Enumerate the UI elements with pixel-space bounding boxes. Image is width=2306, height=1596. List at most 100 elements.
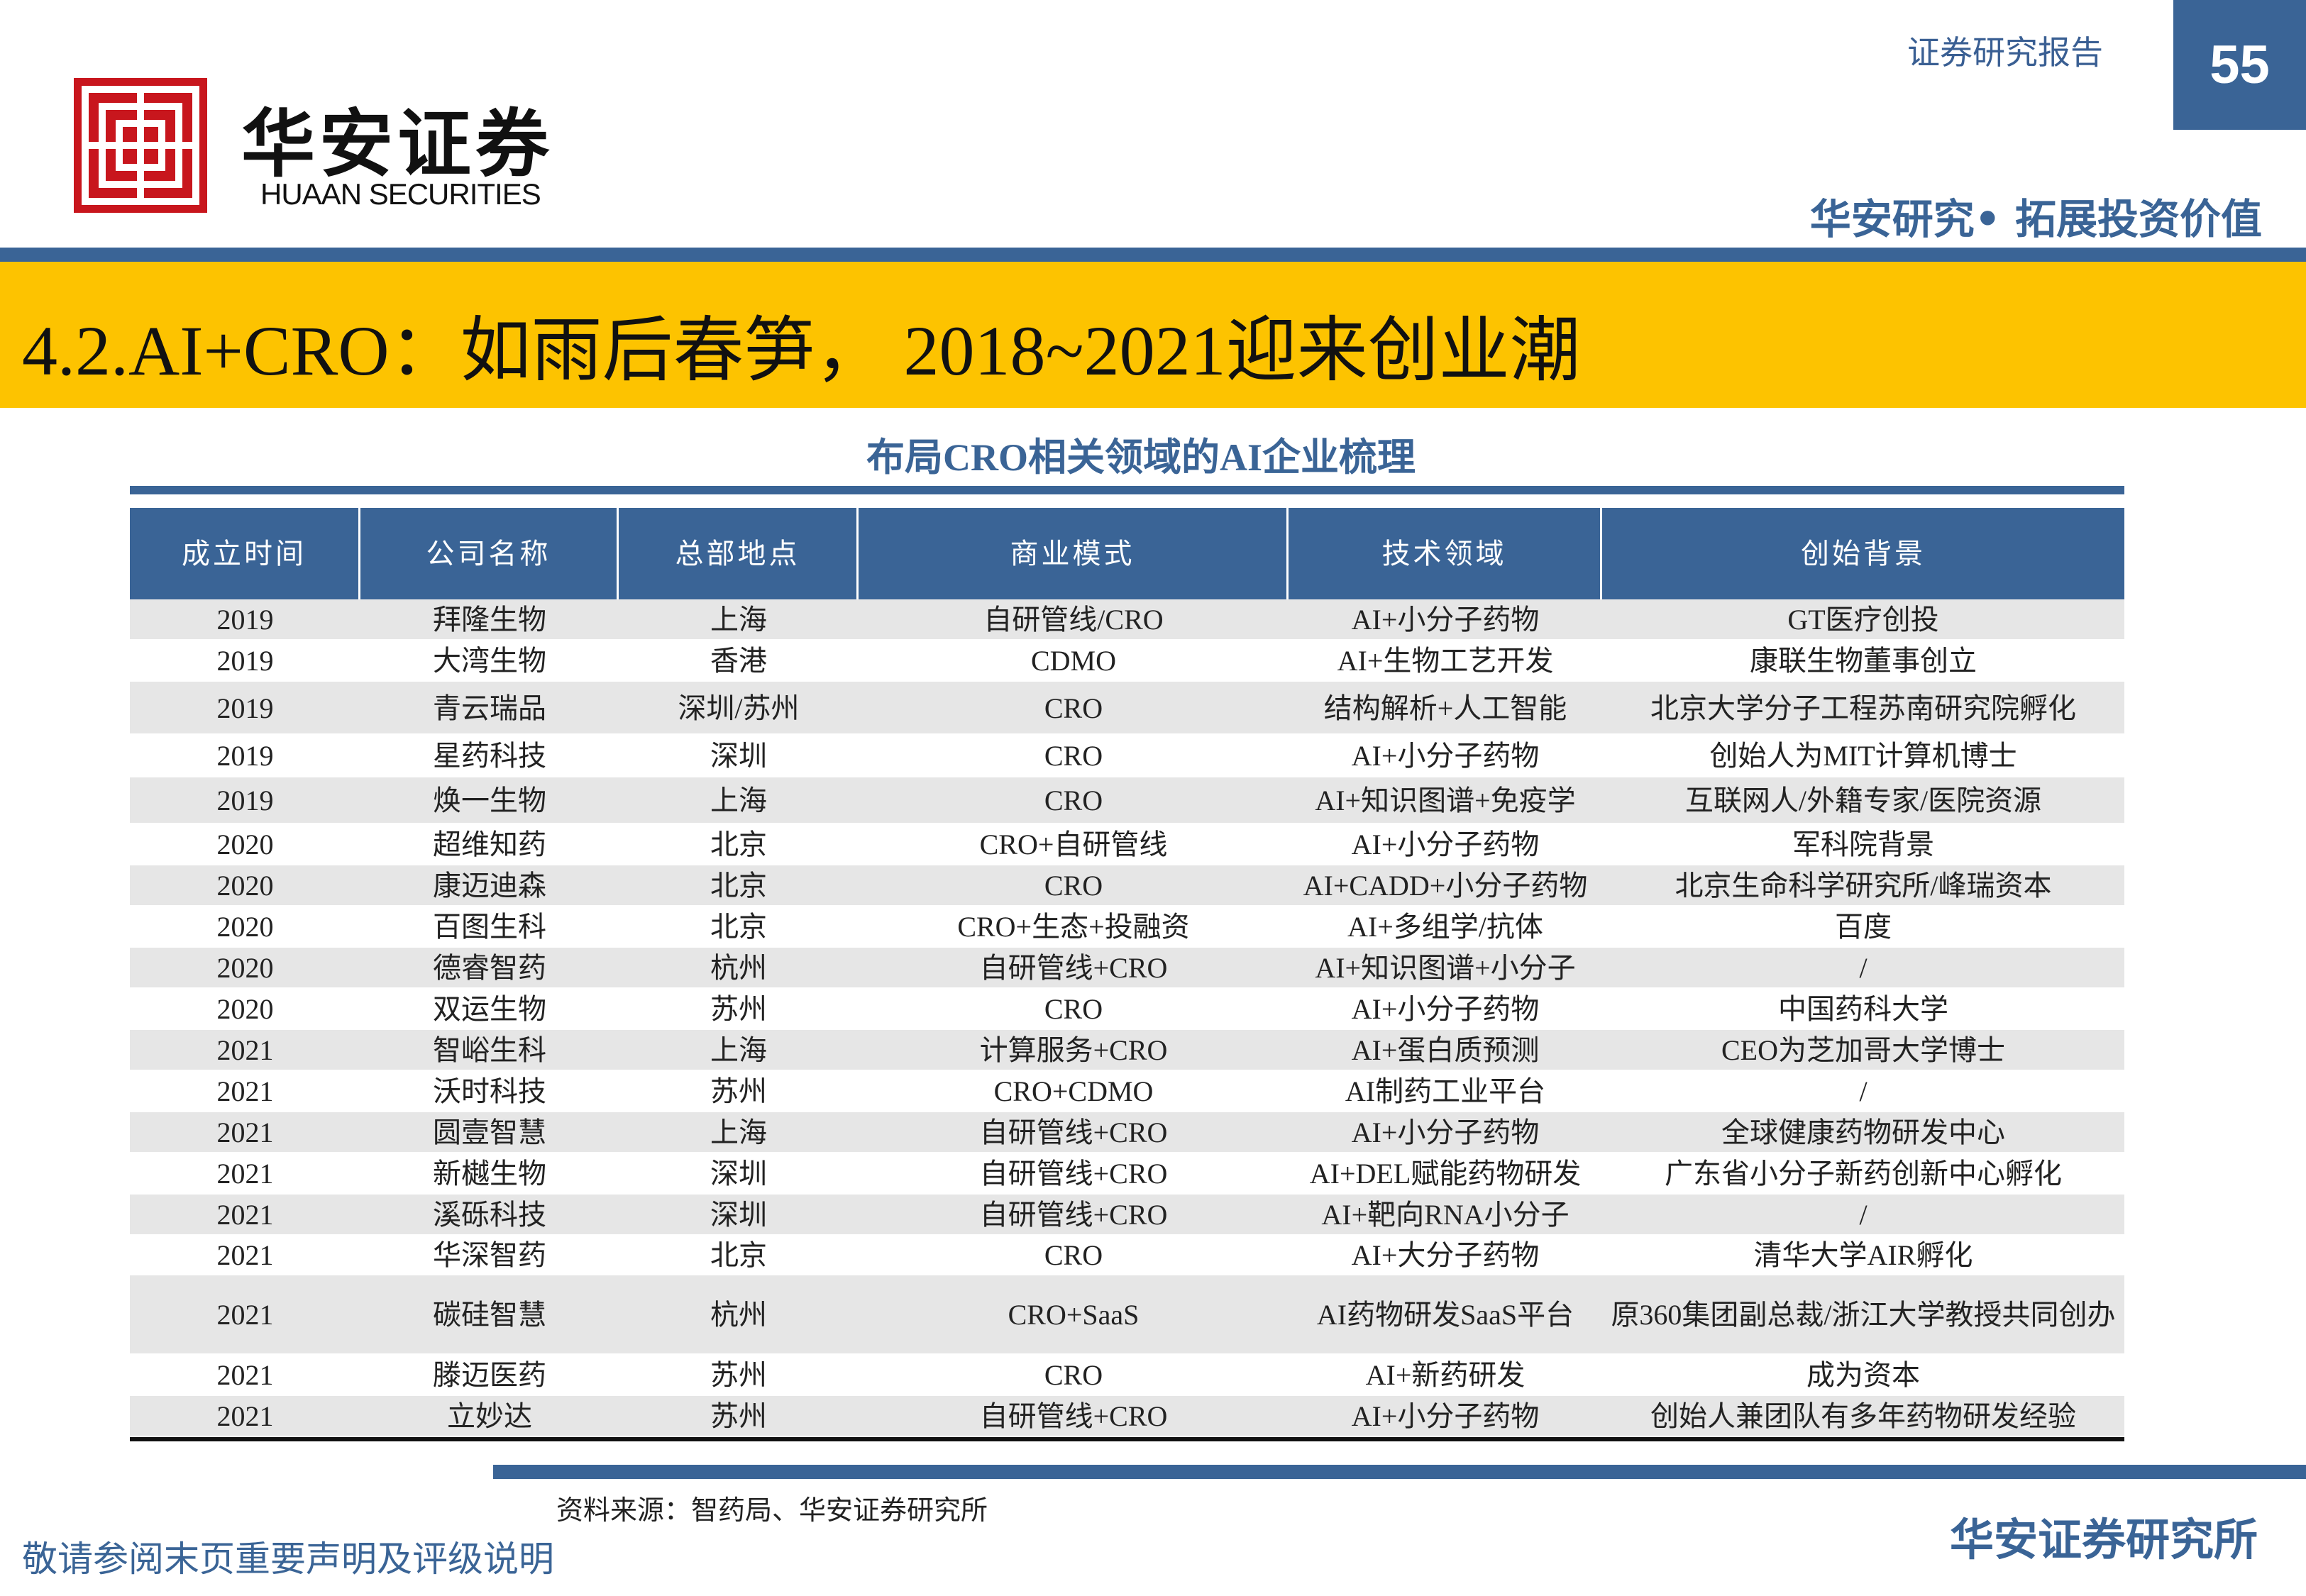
table-cell: 2021 — [216, 1239, 274, 1271]
column-header: 创始背景 — [1801, 537, 1926, 570]
table-cell: 北京 — [710, 870, 767, 902]
page-number: 55 — [2173, 0, 2306, 130]
table-cell: 2020 — [216, 952, 274, 984]
table-cell: AI+靶向RNA小分子 — [1321, 1199, 1569, 1231]
table-cell: AI+小分子药物 — [1351, 1400, 1540, 1432]
column-header: 技术领域 — [1289, 508, 1602, 599]
table-cell: / — [1859, 952, 1868, 984]
footer-rule — [493, 1465, 2306, 1479]
table-cell: 自研管线+CRO — [979, 1158, 1168, 1190]
table-cell: 2019 — [216, 785, 274, 816]
table-row — [130, 948, 2124, 989]
table-row — [130, 641, 2124, 682]
table-row — [130, 735, 2124, 777]
table-cell: 星药科技 — [433, 740, 546, 772]
table-cell: AI+大分子药物 — [1351, 1239, 1540, 1271]
table-cell: AI+CADD+小分子药物 — [1303, 870, 1588, 902]
report-type: 证券研究报告 — [1907, 33, 2103, 72]
table-cell: 智峪生科 — [433, 1034, 546, 1066]
table-cell: 2021 — [216, 1199, 274, 1231]
table-row — [130, 907, 2124, 948]
table-row — [130, 1153, 2124, 1195]
table-cell: GT医疗创投 — [1787, 604, 1939, 636]
source-note: 资料来源：智药局、华安证券研究所 — [556, 1496, 988, 1526]
table-row — [130, 1071, 2124, 1112]
table-cell: CRO — [1044, 1239, 1103, 1271]
table-cell: 2020 — [216, 829, 274, 860]
table-row — [130, 824, 2124, 865]
table-cell: / — [1859, 1075, 1868, 1107]
table-cell: AI+多组学/抗体 — [1347, 911, 1543, 943]
table-cell: 康联生物董事创立 — [1750, 645, 1977, 677]
table-cell: 康迈迪森 — [433, 870, 546, 902]
table-cell: 百度 — [1835, 911, 1892, 943]
table-cell: 广东省小分子新药创新中心孵化 — [1665, 1158, 2062, 1190]
table-row — [130, 1112, 2124, 1153]
table-cell: 2020 — [216, 993, 274, 1025]
table-cell: AI+小分子药物 — [1351, 740, 1540, 772]
table-cell: 2019 — [216, 604, 274, 636]
table-cell: AI+小分子药物 — [1351, 993, 1540, 1025]
table-cell: 苏州 — [710, 1400, 767, 1432]
table-cell: AI+小分子药物 — [1351, 1116, 1540, 1148]
table-cell: 2021 — [216, 1400, 274, 1432]
table-row — [130, 1355, 2124, 1396]
table-cell: 苏州 — [710, 1359, 767, 1391]
slide-title: 4.2.AI+CRO：如雨后春笋， 2018~2021迎来创业潮 — [22, 311, 1581, 390]
table-cell: 百图生科 — [433, 911, 546, 943]
table-cell: CRO+自研管线 — [979, 829, 1168, 860]
disclaimer: 敬请参阅末页重要声明及评级说明 — [22, 1539, 554, 1580]
table-cell: 自研管线+CRO — [979, 1199, 1168, 1231]
table-cell: CRO+SaaS — [1008, 1299, 1140, 1331]
table-cell: 自研管线+CRO — [979, 1116, 1168, 1148]
table-cell: AI+小分子药物 — [1351, 604, 1540, 636]
table-cell: 沃时科技 — [433, 1075, 546, 1107]
table-cell: CRO — [1044, 692, 1103, 724]
table-cell: 2019 — [216, 645, 274, 677]
table-cell: CEO为芝加哥大学博士 — [1721, 1034, 2005, 1066]
table-cell: 创始人兼团队有多年药物研发经验 — [1650, 1400, 2076, 1432]
table-cell: 2019 — [216, 740, 274, 772]
table-cell: 圆壹智慧 — [433, 1116, 546, 1148]
table-cell: 苏州 — [710, 1075, 767, 1107]
table-row — [130, 1236, 2124, 1275]
table-cell: 大湾生物 — [433, 645, 546, 677]
table-bottom-rule — [130, 1437, 2124, 1441]
table-cell: 创始人为MIT计算机博士 — [1709, 740, 2017, 772]
table-cell: AI药物研发SaaS平台 — [1316, 1299, 1574, 1331]
table-cell: 新樾生物 — [433, 1158, 546, 1190]
table-cell: CRO — [1044, 993, 1103, 1025]
table-cell: 2021 — [216, 1299, 274, 1331]
table-row — [130, 989, 2124, 1030]
table-cell: 2019 — [216, 692, 274, 724]
table-cell: 上海 — [710, 785, 767, 816]
table-cell: 深圳 — [710, 1199, 767, 1231]
table-cell: 军科院背景 — [1792, 829, 1934, 860]
table-cell: AI+蛋白质预测 — [1351, 1034, 1540, 1066]
column-header: 成立时间 — [130, 508, 360, 599]
table-cell: 成为资本 — [1806, 1359, 1920, 1391]
table-cell: CDMO — [1030, 645, 1117, 677]
table-cell: 原360集团副总裁/浙江大学教授共同创办 — [1611, 1299, 2116, 1331]
table-cell: 计算服务+CRO — [979, 1034, 1168, 1066]
table-cell: 结构解析+人工智能 — [1323, 692, 1567, 724]
table-cell: 互联网人/外籍专家/医院资源 — [1684, 785, 2042, 816]
table-cell: CRO — [1044, 740, 1103, 772]
table-cell: 拜隆生物 — [433, 604, 546, 636]
table-cell: 焕一生物 — [433, 785, 546, 816]
table-cell: 自研管线+CRO — [979, 952, 1168, 984]
table-cell: CRO — [1044, 1359, 1103, 1391]
logo-en: HUAAN SECURITIES — [260, 177, 541, 211]
column-header: 总部地点 — [619, 508, 859, 599]
table-header-bg — [130, 508, 2124, 599]
table-cell: 青云瑞品 — [433, 692, 546, 724]
table-cell: 2021 — [216, 1034, 274, 1066]
table-cell: 自研管线/CRO — [983, 604, 1164, 636]
table-cell: 2021 — [216, 1359, 274, 1391]
table-cell: 杭州 — [710, 1299, 767, 1331]
table-cell: 2020 — [216, 911, 274, 943]
logo-cn: 华安证券 — [241, 104, 554, 186]
table-cell: 上海 — [710, 1034, 767, 1066]
table-cell: 溪砾科技 — [433, 1199, 546, 1231]
